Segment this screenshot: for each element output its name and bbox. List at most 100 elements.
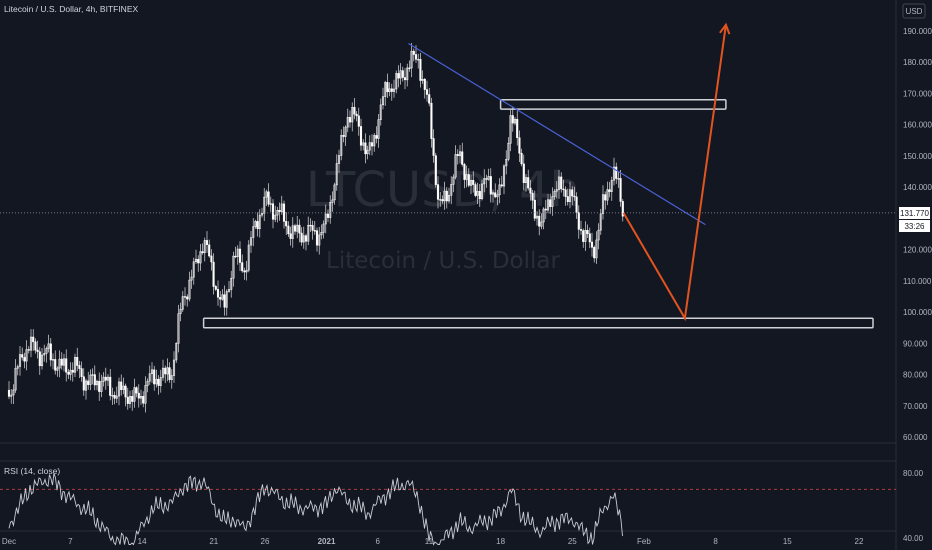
time-axis[interactable]: Dec 7 14 21 26 2021 6 11 18 25 Feb 8 15 22 — [2, 537, 864, 546]
candle — [441, 195, 444, 204]
candle — [76, 347, 79, 372]
candle — [489, 168, 492, 203]
candle — [236, 245, 239, 265]
candle — [399, 63, 402, 85]
candle — [531, 189, 534, 209]
candle — [577, 205, 580, 239]
candle — [370, 134, 374, 156]
candle — [194, 249, 198, 264]
candle — [401, 66, 404, 82]
candle — [144, 376, 147, 413]
trendline[interactable] — [408, 42, 706, 226]
candle — [62, 353, 66, 372]
candle — [368, 135, 371, 156]
candle — [164, 365, 167, 384]
candle — [23, 352, 26, 369]
candle — [412, 48, 415, 62]
candle — [142, 391, 145, 408]
candle — [170, 369, 173, 389]
candle — [326, 209, 330, 223]
candle — [511, 106, 514, 132]
time-tick-label: 6 — [375, 537, 380, 546]
candle — [263, 188, 266, 221]
candle — [78, 360, 81, 378]
price-tick-label: 120.000 — [903, 246, 932, 255]
candle — [146, 378, 149, 393]
candle — [102, 372, 105, 387]
candle — [494, 183, 497, 199]
candle — [417, 53, 420, 69]
watermark-name: Litecoin / U.S. Dollar — [326, 248, 560, 274]
candle — [403, 68, 407, 90]
candle — [109, 369, 112, 401]
candle — [267, 183, 270, 207]
candle — [601, 185, 605, 220]
candle — [419, 52, 422, 88]
candle — [386, 73, 389, 98]
candle — [249, 230, 253, 253]
candle — [516, 110, 519, 146]
candle — [82, 368, 85, 396]
candles-layer — [7, 42, 624, 413]
candle — [390, 83, 393, 101]
candle — [524, 174, 528, 192]
candle — [335, 154, 338, 191]
candle — [32, 329, 35, 351]
candle — [465, 165, 468, 188]
candle — [432, 129, 435, 163]
candle — [551, 187, 554, 216]
candle — [278, 202, 281, 221]
candle — [392, 79, 396, 98]
candle — [38, 347, 41, 375]
support-zone[interactable] — [202, 317, 874, 329]
candle — [507, 137, 510, 162]
candle — [89, 369, 92, 391]
price-badge-bg — [899, 207, 930, 219]
candle — [377, 114, 380, 148]
candle — [159, 369, 162, 393]
price-axis[interactable]: 190.000 180.000 170.000 160.000 150.000 140.0… — [903, 27, 932, 442]
time-tick-label: 18 — [496, 537, 505, 546]
candle — [36, 340, 39, 359]
time-tick-label: Dec — [2, 537, 16, 546]
candle — [351, 102, 354, 132]
candle — [307, 216, 310, 246]
candle — [610, 176, 613, 201]
currency-button[interactable]: USD — [902, 3, 926, 19]
candle — [254, 219, 257, 229]
candle — [203, 237, 206, 262]
candle — [265, 189, 268, 206]
candle — [300, 227, 303, 246]
candle — [582, 228, 585, 248]
candle — [456, 149, 459, 165]
candle — [322, 220, 325, 239]
candle — [298, 219, 301, 243]
candle — [51, 353, 55, 370]
rsi-tick-label: 40.00 — [903, 534, 924, 543]
candle — [238, 241, 242, 271]
candle — [304, 233, 308, 251]
resistance-zone[interactable] — [499, 98, 727, 110]
candle — [256, 212, 259, 237]
candle — [384, 80, 387, 106]
candle — [381, 87, 385, 110]
price-tick-label: 140.000 — [903, 183, 932, 192]
candle — [315, 227, 319, 252]
countdown-badge-value: 33:26 — [904, 222, 925, 231]
projection-path[interactable] — [622, 24, 727, 322]
candle — [546, 193, 550, 214]
time-tick-label: 2021 — [318, 537, 336, 546]
candle — [340, 129, 343, 161]
candle — [597, 223, 600, 250]
candle — [362, 139, 365, 151]
candle — [199, 244, 202, 271]
candle — [16, 364, 19, 376]
candle — [621, 199, 624, 222]
price-tick-label: 80.000 — [903, 371, 928, 380]
rsi-label: RSI (14, close) — [4, 466, 60, 476]
candle — [309, 218, 312, 232]
candle — [216, 280, 220, 306]
candle — [10, 389, 13, 404]
